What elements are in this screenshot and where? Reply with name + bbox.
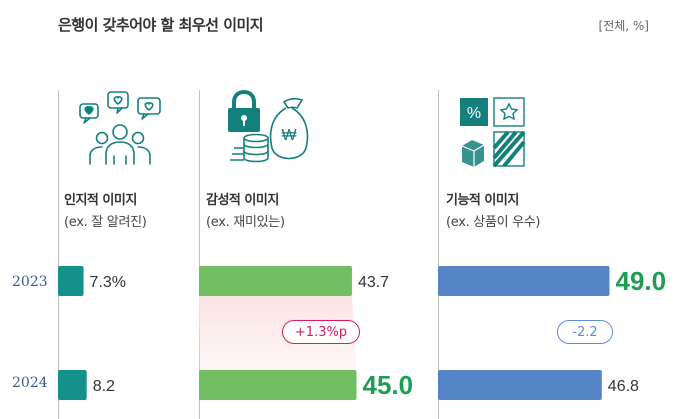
lock-coins-icon: ₩ <box>228 90 309 163</box>
change-badge-emotional: +1.3%p <box>282 320 360 344</box>
bar-emotional-2023 <box>199 266 352 296</box>
value-label-functional-2024: 46.8 <box>608 378 639 395</box>
year-label-2024: 2024 <box>12 375 48 391</box>
bar-functional-2023 <box>438 266 610 296</box>
bar-cognitive-2024 <box>58 370 87 400</box>
bar-functional-2024 <box>438 370 602 400</box>
unit-label: [전체, %] <box>598 19 649 33</box>
bar-emotional-2024 <box>199 370 357 400</box>
category-title-emotional: 감성적 이미지 <box>206 193 279 208</box>
change-band-emotional <box>199 296 357 370</box>
change-badge-functional: -2.2 <box>557 320 613 344</box>
value-label-cognitive-2024: 8.2 <box>93 378 115 395</box>
column-divider <box>58 90 59 419</box>
category-subtitle-functional: (ex. 상품이 우수) <box>446 215 541 230</box>
chart-title: 은행이 갖추어야 할 최우선 이미지 <box>58 16 264 34</box>
svg-text:₩: ₩ <box>281 127 296 144</box>
people-heart-icon <box>79 91 161 165</box>
category-title-functional: 기능적 이미지 <box>446 193 519 208</box>
svg-text:%: % <box>467 105 481 122</box>
bar-cognitive-2023 <box>58 266 84 296</box>
category-subtitle-emotional: (ex. 재미있는) <box>206 215 285 230</box>
value-label-emotional-2023: 43.7 <box>358 274 389 291</box>
column-divider <box>438 90 439 419</box>
category-subtitle-cognitive: (ex. 잘 알려진) <box>64 215 147 230</box>
column-divider <box>199 90 200 419</box>
year-label-2023: 2023 <box>12 274 48 290</box>
value-label-emotional-2024: 45.0 <box>363 370 414 400</box>
value-label-functional-2023: 49.0 <box>616 266 667 296</box>
category-title-cognitive: 인지적 이미지 <box>64 193 137 208</box>
value-label-cognitive-2023: 7.3% <box>90 274 126 291</box>
function-tiles-icon: % <box>460 97 526 168</box>
